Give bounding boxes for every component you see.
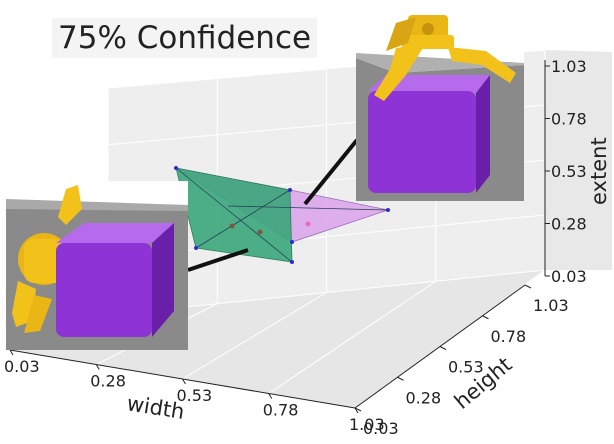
- y-tick-label: 0.78: [491, 327, 527, 346]
- y-tick-label: 0.03: [363, 419, 399, 438]
- z-axis-label: extent: [587, 137, 611, 205]
- region-edge: [195, 189, 291, 249]
- z-tick-label: 0.03: [551, 267, 587, 286]
- y-tick-mark: [397, 376, 404, 381]
- x-tick-label: 0.53: [177, 386, 213, 405]
- region-edge: [175, 167, 293, 263]
- gripper-top-illustration: [356, 3, 524, 201]
- x-tick-mark: [268, 393, 273, 399]
- gripper-side-illustration: [6, 181, 188, 350]
- x-tick-label: 1.03: [349, 415, 385, 434]
- connector-line-side: [187, 248, 249, 272]
- y-tick-label: 1.03: [533, 296, 569, 315]
- y-tick-mark: [354, 407, 362, 412]
- x-tick-label: 0.03: [4, 357, 40, 376]
- grasp-top-inset: [356, 3, 524, 201]
- region-vertex: [174, 166, 178, 170]
- z-tick-label: 1.03: [551, 57, 587, 76]
- y-tick-label: 0.53: [448, 358, 484, 377]
- y-tick-mark: [524, 284, 532, 289]
- region-center: [229, 223, 235, 229]
- region-vertex: [290, 240, 294, 244]
- z-tick-label: 0.53: [551, 162, 587, 181]
- region-vertex: [194, 246, 198, 250]
- region-center: [257, 229, 263, 235]
- grid-line: [182, 292, 327, 380]
- x-tick-mark: [9, 349, 14, 356]
- x-tick-mark: [95, 364, 100, 370]
- region-vertex: [290, 260, 294, 264]
- right-pane: [545, 50, 612, 270]
- chart-title: 75% Confidence: [52, 18, 318, 58]
- x-tick-label: 0.78: [263, 401, 299, 420]
- region-center: [305, 221, 311, 227]
- region-vertex: [386, 208, 390, 212]
- x-tick-mark: [354, 407, 359, 414]
- y-tick-mark: [439, 346, 447, 350]
- region-vertex: [288, 188, 292, 192]
- z-tick-label: 0.28: [551, 215, 587, 234]
- x-tick-label: 0.28: [90, 372, 126, 391]
- y-tick-mark: [482, 315, 489, 320]
- x-tick-mark: [182, 378, 186, 385]
- z-tick-label: 0.78: [551, 110, 587, 129]
- connector-line-top: [303, 138, 359, 206]
- grid-line: [268, 280, 437, 394]
- floor-pane: [10, 270, 545, 408]
- region-edge: [227, 205, 389, 211]
- grasp-side-inset: [6, 181, 188, 350]
- y-tick-label: 0.28: [406, 388, 442, 407]
